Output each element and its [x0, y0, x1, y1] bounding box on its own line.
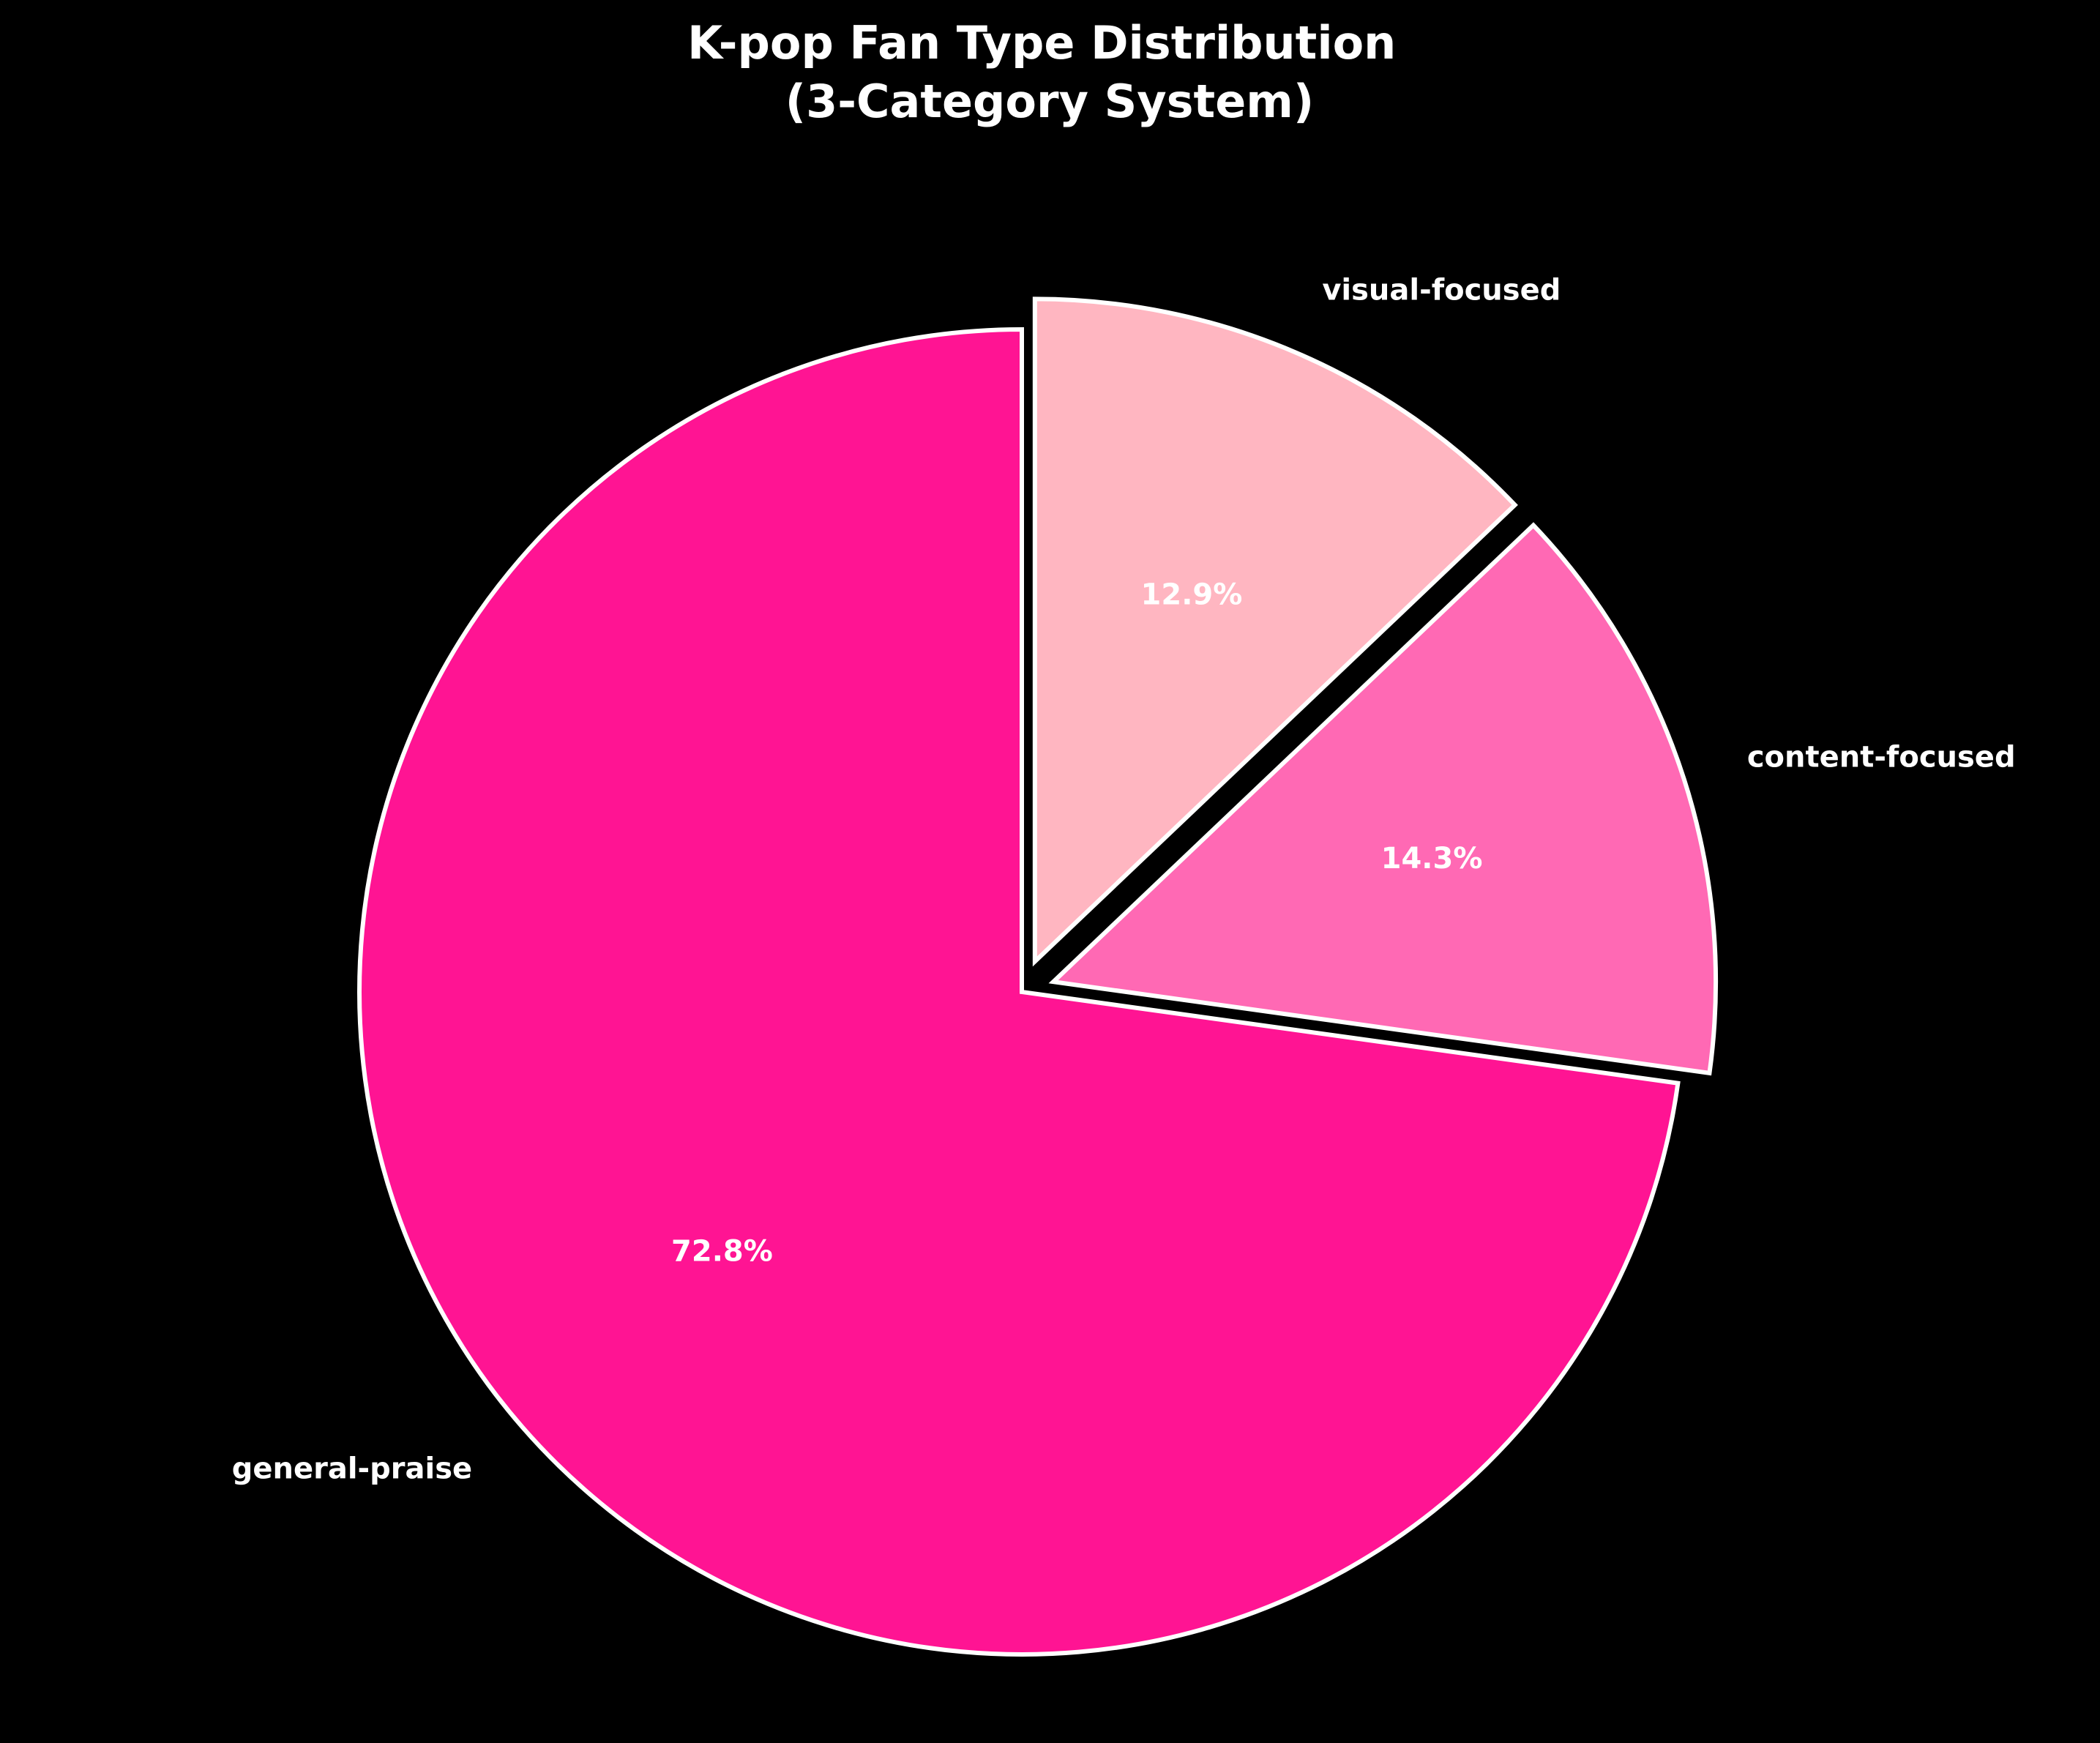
- pie-slices: [357, 296, 1719, 1657]
- pie-labels: 72.8% general-praise 14.3% content-focused 1…: [232, 274, 2016, 1486]
- pie-slice-content-focused: [1048, 522, 1719, 1076]
- chart-title: K-pop Fan Type Distribution (3-Category …: [687, 16, 1412, 128]
- pie-slice-visual-focused: [1032, 296, 1518, 967]
- pie-category-label-general-praise: general-praise: [232, 1452, 472, 1486]
- pie-category-label-content-focused: content-focused: [1747, 741, 2016, 775]
- pie-percent-label-visual-focused: 12.9%: [1141, 578, 1243, 611]
- pie-slice-general-praise: [357, 326, 1681, 1657]
- chart-title-line-2: (3-Category System): [785, 75, 1314, 128]
- pie-category-label-visual-focused: visual-focused: [1322, 274, 1561, 307]
- chart-title-line-1: K-pop Fan Type Distribution: [687, 16, 1396, 70]
- pie-percent-label-general-praise: 72.8%: [671, 1235, 773, 1269]
- pie-percent-label-content-focused: 14.3%: [1381, 842, 1483, 876]
